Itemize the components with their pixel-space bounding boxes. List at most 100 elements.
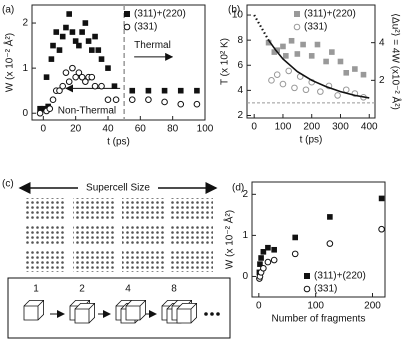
y-tick-label: 2 [237,110,243,121]
data-point [161,98,168,106]
data-point [111,83,118,89]
data-point [89,47,95,53]
panel-label: (d) [232,183,244,194]
lattice-image [171,250,213,272]
legend-label: (311)+(220) [314,271,366,282]
data-point [285,67,293,75]
data-point [343,70,350,76]
data-point [265,39,272,46]
lattice-image [171,198,213,220]
data-point [53,29,60,35]
legend-marker [304,273,310,279]
ellipsis-dot [204,312,208,316]
data-point [69,64,76,72]
data-point [82,20,89,26]
data-point [283,53,289,59]
data-point [327,214,333,220]
data-point [59,33,66,40]
y-tick-label: 6 [237,60,243,71]
x-axis-label: t (ps) [300,135,323,146]
x-tick-label: 60 [135,124,147,135]
data-point [40,105,47,112]
lattice-image [73,224,115,246]
legend-label: (331) [304,22,327,33]
y2-tick-label: 2 [379,75,385,86]
data-point [56,87,63,94]
data-point [98,56,105,62]
x-axis-label: Number of fragments [272,314,366,325]
ellipsis-dot [216,312,220,316]
data-point [280,43,286,50]
data-point [65,78,73,85]
data-point [78,73,86,81]
plot-frame [246,4,376,119]
annotation: Thermal [134,40,171,51]
data-point [258,255,264,261]
x-tick-label: 200 [303,122,320,133]
cube [125,300,146,321]
x-tick-label: 20 [70,124,82,135]
data-point [46,105,54,113]
data-point [72,73,79,81]
data-point [112,96,120,104]
data-point [128,96,136,104]
lattice-image [122,250,164,272]
data-point [37,105,43,112]
data-point [82,78,89,85]
data-point [342,86,350,94]
data-point [326,240,334,247]
data-point [63,24,69,31]
lattice-image [24,198,66,220]
data-point [66,11,72,17]
data-point [308,53,315,59]
data-point [104,96,112,104]
lattice-image [24,224,66,246]
legend-label: (311)+(220) [304,9,356,20]
data-point [62,69,70,76]
cube [74,303,95,324]
panel-label: (c) [2,179,14,190]
data-point [360,71,367,78]
y-tick-label: 0 [242,271,248,282]
data-point [273,71,281,78]
legend-marker [293,23,301,31]
y-tick-label: 2 [22,18,28,29]
cube-panel [7,277,231,339]
data-point [69,29,76,35]
lattice-image [24,250,66,272]
legend-marker [123,23,131,31]
data-point [314,41,321,48]
data-point [98,82,105,90]
data-point [271,49,278,55]
cube [176,303,197,324]
data-point [177,87,184,94]
legend-marker [124,11,130,17]
data-point [79,29,85,35]
data-point [72,38,79,44]
lattice-image [73,198,115,220]
data-point [265,244,271,251]
data-point [48,56,55,62]
plot-frame [251,181,386,298]
lattice-image [171,224,213,246]
y-tick-label: 4 [237,85,243,96]
x-tick-label: 0 [256,301,262,312]
data-point [302,86,310,94]
data-point [85,38,92,44]
curve [267,39,370,99]
data-point [257,261,263,267]
data-point [161,87,168,94]
lattice-image [122,224,164,246]
curve [253,14,270,41]
lattice-image [73,250,115,272]
x-tick-label: 200 [364,301,381,312]
data-point [177,100,185,108]
data-point [95,47,102,53]
step-label: 8 [171,284,177,295]
x-tick-label: 0 [251,122,257,133]
data-point [43,74,50,80]
data-point [105,65,111,71]
data-point [50,42,56,49]
panel-label: (b) [228,5,240,16]
